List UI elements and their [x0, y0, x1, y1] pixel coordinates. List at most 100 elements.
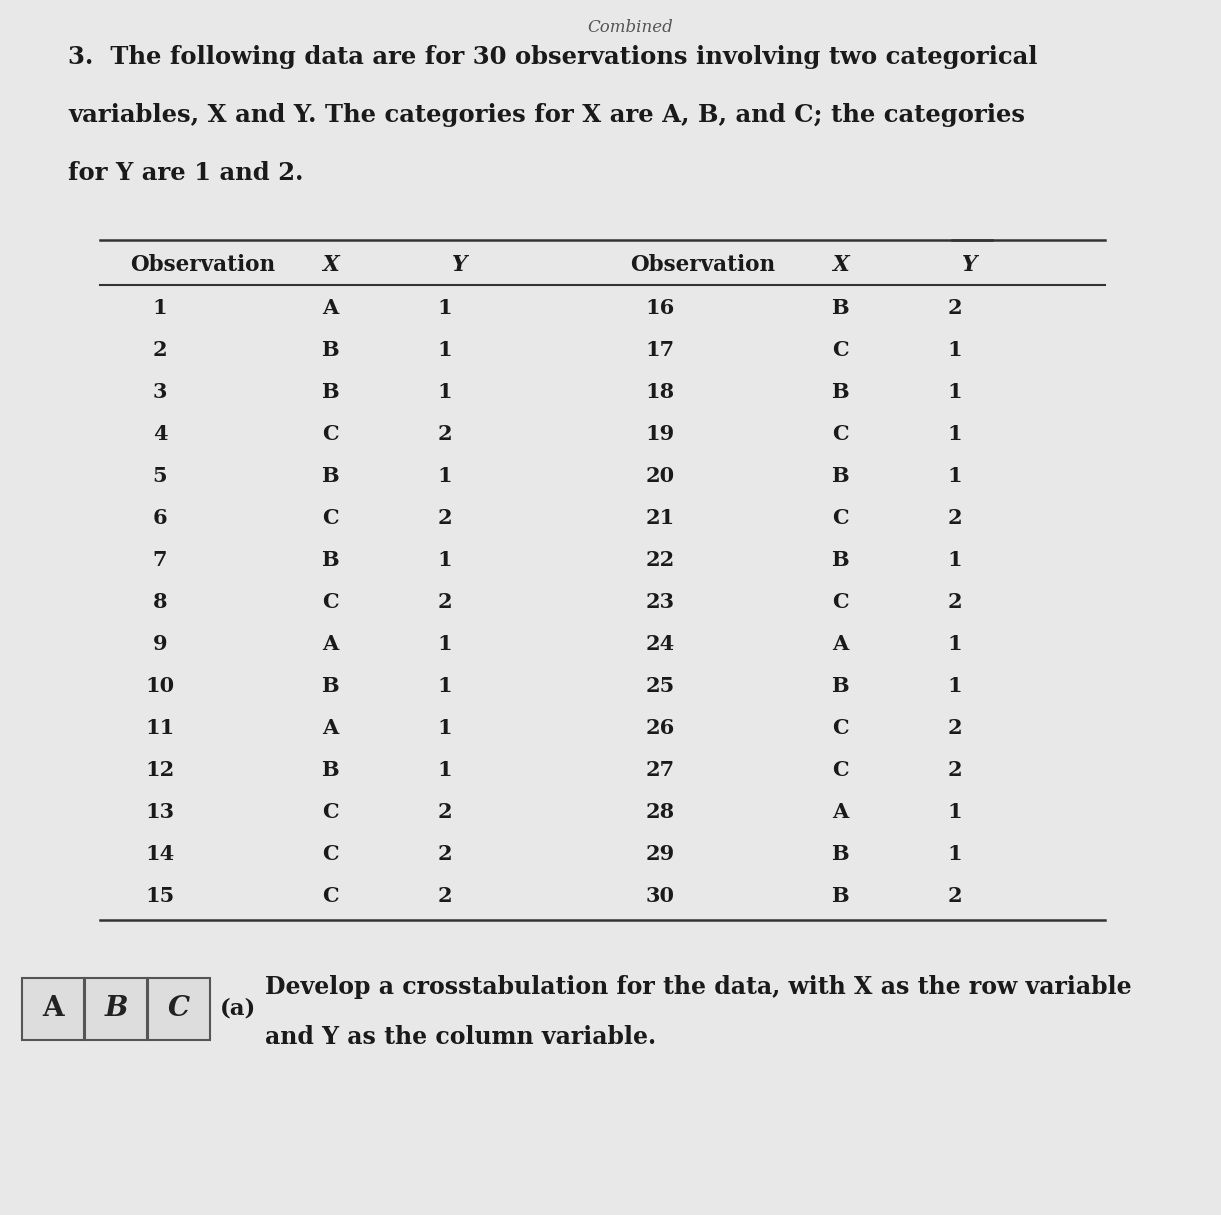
Text: 1: 1: [153, 298, 167, 318]
Text: 1: 1: [437, 676, 452, 696]
Text: 1: 1: [947, 634, 962, 654]
Text: 1: 1: [947, 340, 962, 360]
Text: 11: 11: [145, 718, 175, 738]
Text: 1: 1: [437, 718, 452, 738]
Text: 28: 28: [646, 802, 674, 823]
Text: 6: 6: [153, 508, 167, 529]
Text: 1: 1: [947, 424, 962, 445]
Text: 17: 17: [646, 340, 674, 360]
Text: C: C: [321, 886, 338, 906]
Text: 2: 2: [947, 298, 962, 318]
Text: 7: 7: [153, 550, 167, 570]
Text: 30: 30: [646, 886, 674, 906]
Text: 14: 14: [145, 844, 175, 864]
Text: Develop a crosstabulation for the data, with X as the row variable: Develop a crosstabulation for the data, …: [265, 974, 1132, 999]
Text: 3: 3: [153, 382, 167, 402]
Text: A: A: [43, 995, 63, 1023]
Text: 2: 2: [153, 340, 167, 360]
Text: B: B: [832, 467, 849, 486]
Text: Y: Y: [452, 254, 468, 276]
Text: 2: 2: [437, 592, 452, 612]
Text: B: B: [832, 676, 849, 696]
Text: C: C: [832, 592, 849, 612]
Text: 27: 27: [646, 761, 674, 780]
Text: A: A: [322, 298, 338, 318]
Text: 16: 16: [646, 298, 675, 318]
Text: B: B: [832, 844, 849, 864]
Text: 1: 1: [437, 382, 452, 402]
Text: 2: 2: [437, 886, 452, 906]
Text: 1: 1: [437, 298, 452, 318]
Text: 4: 4: [153, 424, 167, 445]
Text: 20: 20: [646, 467, 674, 486]
Text: C: C: [832, 424, 849, 445]
Text: 1: 1: [947, 844, 962, 864]
Text: 19: 19: [646, 424, 675, 445]
Text: C: C: [832, 340, 849, 360]
Text: 13: 13: [145, 802, 175, 823]
Text: 2: 2: [947, 592, 962, 612]
Text: 10: 10: [145, 676, 175, 696]
Text: 1: 1: [947, 467, 962, 486]
Text: 15: 15: [145, 886, 175, 906]
FancyBboxPatch shape: [85, 978, 147, 1040]
Text: C: C: [321, 802, 338, 823]
Text: and Y as the column variable.: and Y as the column variable.: [265, 1025, 656, 1049]
Text: 22: 22: [646, 550, 675, 570]
Text: 1: 1: [437, 761, 452, 780]
Text: 2: 2: [947, 886, 962, 906]
Text: B: B: [321, 550, 338, 570]
Text: Combined: Combined: [587, 18, 673, 35]
Text: B: B: [104, 995, 128, 1023]
Text: B: B: [321, 340, 338, 360]
FancyBboxPatch shape: [148, 978, 210, 1040]
Text: 1: 1: [437, 340, 452, 360]
Text: C: C: [321, 508, 338, 529]
Text: 1: 1: [947, 382, 962, 402]
Text: A: A: [322, 634, 338, 654]
Text: 2: 2: [437, 424, 452, 445]
Text: 23: 23: [646, 592, 674, 612]
Text: 24: 24: [646, 634, 675, 654]
Text: 1: 1: [947, 676, 962, 696]
Text: 26: 26: [646, 718, 675, 738]
Text: Observation: Observation: [129, 254, 275, 276]
Text: A: A: [832, 802, 849, 823]
Text: A: A: [832, 634, 849, 654]
Text: C: C: [832, 718, 849, 738]
Text: 2: 2: [437, 844, 452, 864]
Text: Y: Y: [962, 254, 978, 276]
Text: C: C: [832, 508, 849, 529]
Text: (a): (a): [220, 998, 256, 1021]
Text: B: B: [832, 382, 849, 402]
Text: C: C: [321, 424, 338, 445]
Text: B: B: [832, 298, 849, 318]
Text: A: A: [322, 718, 338, 738]
Text: 12: 12: [145, 761, 175, 780]
Text: 9: 9: [153, 634, 167, 654]
Text: C: C: [321, 844, 338, 864]
Text: X: X: [832, 254, 849, 276]
Text: for Y are 1 and 2.: for Y are 1 and 2.: [68, 162, 304, 185]
Text: variables, X and Y. The categories for X are A, B, and C; the categories: variables, X and Y. The categories for X…: [68, 103, 1024, 128]
Text: B: B: [321, 676, 338, 696]
Text: 1: 1: [437, 467, 452, 486]
FancyBboxPatch shape: [22, 978, 84, 1040]
Text: 2: 2: [947, 761, 962, 780]
Text: B: B: [832, 550, 849, 570]
Text: 2: 2: [947, 718, 962, 738]
Text: 29: 29: [646, 844, 675, 864]
Text: 21: 21: [646, 508, 675, 529]
Text: B: B: [321, 467, 338, 486]
Text: X: X: [321, 254, 338, 276]
Text: 25: 25: [646, 676, 675, 696]
Text: 1: 1: [947, 550, 962, 570]
Text: 2: 2: [437, 508, 452, 529]
Text: 1: 1: [437, 550, 452, 570]
Text: Observation: Observation: [630, 254, 775, 276]
Text: B: B: [321, 382, 338, 402]
Text: B: B: [832, 886, 849, 906]
Text: 2: 2: [437, 802, 452, 823]
Text: 5: 5: [153, 467, 167, 486]
Text: 8: 8: [153, 592, 167, 612]
